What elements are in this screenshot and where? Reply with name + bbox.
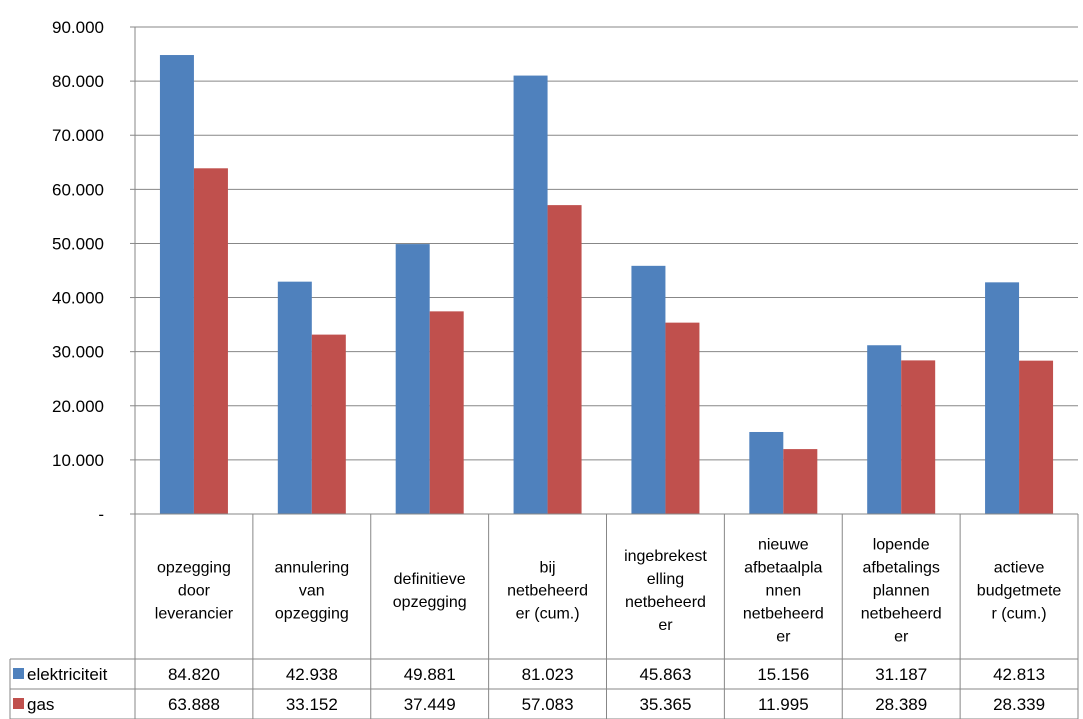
data-value-label: 45.863 <box>639 665 691 684</box>
data-value-label: 49.881 <box>404 665 456 684</box>
data-value-label: 35.365 <box>639 695 691 714</box>
y-tick-label: 20.000 <box>52 397 104 416</box>
category-label-line: netbeheerd <box>507 583 588 600</box>
data-value-label: 42.938 <box>286 665 338 684</box>
data-value-label: 28.339 <box>993 695 1045 714</box>
category-label-line: lopende <box>873 537 930 554</box>
category-label: definitieve opzegging <box>393 571 467 611</box>
category-label-line: opzegging <box>275 606 349 623</box>
y-tick-label: 40.000 <box>52 289 104 308</box>
category-label-line: van <box>299 583 325 600</box>
data-value-label: 28.389 <box>875 695 927 714</box>
bar-elektriciteit <box>867 345 902 514</box>
category-label-line: opzegging <box>393 594 467 611</box>
bar-gas <box>901 360 936 514</box>
y-tick-label: 70.000 <box>52 126 104 145</box>
legend-label: elektriciteit <box>27 665 108 684</box>
data-value-label: 11.995 <box>758 695 809 714</box>
data-value-label: 15.156 <box>757 665 809 684</box>
data-value-label: 42.813 <box>993 665 1045 684</box>
data-value-label: 63.888 <box>168 695 220 714</box>
category-label: actieve budgetmete r (cum.) <box>977 560 1062 623</box>
y-tick-label: 80.000 <box>52 72 104 91</box>
bar-elektriciteit <box>749 431 784 514</box>
category-label-line: leverancier <box>155 606 234 623</box>
category-label: lopende afbetalings plannen netbeheerd er <box>861 537 942 646</box>
data-value-label: 57.083 <box>522 695 574 714</box>
category-label: bij netbeheerd er (cum.) <box>507 560 588 623</box>
data-value-label: 84.820 <box>168 665 220 684</box>
bar-gas <box>783 449 818 514</box>
bar-gas <box>665 322 700 514</box>
data-value-label: 81.023 <box>522 665 574 684</box>
bar-elektriciteit <box>631 265 666 514</box>
y-tick-label: 10.000 <box>52 451 104 470</box>
bar-gas <box>193 168 228 515</box>
bar-gas <box>1019 360 1054 514</box>
category-label-line: afbetaalpla <box>744 560 822 577</box>
y-tick-label: - <box>98 505 104 524</box>
category-label-line: plannen <box>873 583 930 600</box>
y-tick-label: 50.000 <box>52 234 104 253</box>
bar-gas <box>429 311 464 514</box>
category-label: ingebrekest elling netbeheerd er <box>624 548 707 634</box>
bar-elektriciteit <box>277 281 312 514</box>
category-label: annulering van opzegging <box>274 560 349 623</box>
category-label-line: er <box>894 629 909 646</box>
bar-elektriciteit <box>985 282 1020 514</box>
category-label-line: definitieve <box>394 571 466 588</box>
category-label-line: opzegging <box>157 560 231 577</box>
legend-key-elektriciteit <box>13 668 24 679</box>
bar-elektriciteit <box>513 75 548 514</box>
category-label-line: nnen <box>766 583 802 600</box>
bar-elektriciteit <box>159 55 194 515</box>
category-label-line: ingebrekest <box>624 548 707 565</box>
category-label-line: er (cum.) <box>516 606 580 623</box>
category-label-line: actieve <box>994 560 1045 577</box>
legend-key-gas <box>13 698 24 709</box>
y-tick-label: 90.000 <box>52 18 104 37</box>
data-value-label: 33.152 <box>286 695 338 714</box>
y-tick-label: 30.000 <box>52 343 104 362</box>
bar-gas <box>311 334 346 514</box>
category-label-line: afbetalings <box>862 560 939 577</box>
data-value-label: 31.187 <box>875 665 927 684</box>
category-label-line: er <box>658 617 673 634</box>
category-label-line: nieuwe <box>758 537 809 554</box>
data-value-label: 37.449 <box>404 695 456 714</box>
bar-gas <box>547 205 582 514</box>
category-label-line: er <box>776 629 791 646</box>
y-tick-label: 60.000 <box>52 180 104 199</box>
category-label-line: door <box>178 583 211 600</box>
bar-elektriciteit <box>395 244 430 514</box>
legend-label: gas <box>27 695 54 714</box>
category-label-line: netbeheerd <box>861 606 942 623</box>
category-label: nieuwe afbetaalpla nnen netbeheerd er <box>743 537 824 646</box>
category-label-line: bij <box>540 560 556 577</box>
category-label-line: netbeheerd <box>625 594 706 611</box>
category-label-line: annulering <box>274 560 349 577</box>
category-label-line: budgetmete <box>977 583 1062 600</box>
category-label-line: r (cum.) <box>992 606 1047 623</box>
category-label-line: netbeheerd <box>743 606 824 623</box>
category-label-line: elling <box>647 571 684 588</box>
category-label: opzegging door leverancier <box>155 560 234 623</box>
